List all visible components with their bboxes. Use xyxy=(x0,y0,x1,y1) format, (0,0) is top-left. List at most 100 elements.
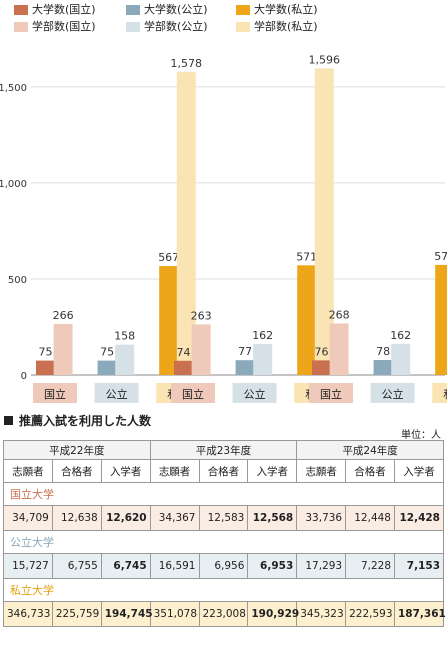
legend-label: 大学数(公立) xyxy=(144,3,208,16)
value-label: 266 xyxy=(53,309,74,322)
bar xyxy=(36,360,55,375)
legend-label: 学部数(公立) xyxy=(144,20,208,33)
value-label: 77 xyxy=(238,345,252,358)
table-cell: 16,591 xyxy=(149,553,200,579)
group-label: 国立 xyxy=(182,387,204,401)
column-header: 入学者 xyxy=(100,459,151,483)
table-cell: 7,228 xyxy=(345,553,395,579)
value-label: 573 xyxy=(434,250,447,263)
legend-item: 大学数(国立) xyxy=(14,3,96,17)
table-cell: 190,929 xyxy=(247,601,299,627)
section-label: 公立大学 xyxy=(3,530,444,554)
section-row: 公立大学 xyxy=(3,530,444,554)
legend-swatch xyxy=(236,5,250,15)
column-header: 合格者 xyxy=(198,459,249,483)
x-category-label: 平成24年度 xyxy=(352,409,410,410)
table-cell: 351,078 xyxy=(149,601,200,627)
legend-swatch xyxy=(14,22,28,32)
table-cell: 12,568 xyxy=(247,505,298,531)
table-cell: 12,638 xyxy=(51,505,102,531)
group-label: 私立 xyxy=(443,387,447,401)
legend-item: 大学数(公立) xyxy=(126,3,208,17)
y-tick-label: 0 xyxy=(21,371,27,382)
unit-label: 単位：人 xyxy=(401,430,441,441)
legend-label: 学部数(私立) xyxy=(254,20,318,33)
column-header: 志願者 xyxy=(296,459,347,483)
table-row: 34,709 12,638 12,620 34,367 12,583 12,568 33,7… xyxy=(3,505,444,531)
table-year-row: 平成22年度 平成23年度 平成24年度 xyxy=(3,440,444,460)
column-header: 合格者 xyxy=(51,459,102,483)
group-label: 公立 xyxy=(382,387,404,401)
year-header: 平成22年度 xyxy=(3,440,151,460)
bar xyxy=(297,265,317,375)
value-label: 75 xyxy=(39,346,53,359)
value-label: 1,578 xyxy=(171,57,203,70)
section-label: 国立大学 xyxy=(3,482,444,506)
y-tick-label: 1,500 xyxy=(0,83,27,94)
value-label: 268 xyxy=(329,309,350,322)
applicants-table: 平成22年度 平成23年度 平成24年度 志願者 合格者 入学者 志願者 合格者 入学者 志願者合… xyxy=(3,440,446,627)
bar xyxy=(176,71,196,375)
bar xyxy=(159,266,179,375)
value-label: 162 xyxy=(252,329,273,342)
bar xyxy=(253,343,273,375)
table-cell: 6,953 xyxy=(247,553,298,579)
group-label-box xyxy=(370,383,415,403)
legend-swatch xyxy=(14,5,28,15)
bar xyxy=(53,323,73,375)
group-label-box xyxy=(432,383,447,403)
table-cell: 187,361 xyxy=(394,601,446,627)
value-label: 74 xyxy=(177,346,191,359)
legend-item: 学部数(私立) xyxy=(236,20,318,34)
column-header: 入学者 xyxy=(247,459,298,483)
value-label: 567 xyxy=(158,251,179,264)
table-cell: 346,733 xyxy=(3,601,53,627)
table-cell: 12,583 xyxy=(198,505,249,531)
value-label: 1,596 xyxy=(309,53,341,66)
table-cell: 194,745 xyxy=(100,601,153,627)
value-label: 158 xyxy=(114,330,135,343)
section-label: 私立大学 xyxy=(3,578,444,602)
legend-item: 学部数(国立) xyxy=(14,20,96,34)
group-label: 国立 xyxy=(320,387,342,401)
table-cell: 6,956 xyxy=(198,553,249,579)
table-cell: 17,293 xyxy=(296,553,347,579)
value-label: 78 xyxy=(376,345,390,358)
table-cell: 12,620 xyxy=(100,505,151,531)
table-title-text: 推薦入試を利用した人数 xyxy=(19,414,152,428)
group-label-box xyxy=(171,383,215,403)
group-label-box xyxy=(94,383,139,403)
bar xyxy=(115,344,135,375)
group-label-box xyxy=(232,383,277,403)
column-header: 志願者 xyxy=(149,459,200,483)
table-header-row: 志願者 合格者 入学者 志願者 合格者 入学者 志願者 合格者 入学者 xyxy=(3,459,444,483)
section-row: 私立大学 xyxy=(3,578,444,602)
bar xyxy=(235,360,255,375)
value-label: 263 xyxy=(191,309,212,322)
section-row: 国立大学 xyxy=(3,482,444,506)
table-row: 346,733 225,759 194,745 351,078 223,008 190,9… xyxy=(3,601,446,627)
legend-label: 大学数(私立) xyxy=(254,3,318,16)
value-label: 571 xyxy=(296,250,317,263)
legend-swatch xyxy=(126,5,140,15)
table-cell: 223,008 xyxy=(198,601,249,627)
table-cell: 33,736 xyxy=(296,505,347,531)
table-cell: 345,323 xyxy=(296,601,347,627)
bar xyxy=(329,323,349,375)
bar xyxy=(373,360,393,375)
legend-swatch xyxy=(236,22,250,32)
value-label: 75 xyxy=(100,346,114,359)
bar xyxy=(435,264,447,375)
legend-label: 大学数(国立) xyxy=(32,3,96,16)
table-row: 15,727 6,755 6,745 16,591 6,956 6,953 17,293 7,… xyxy=(3,553,444,579)
chart-legend: 大学数(国立) 学部数(国立) 大学数(公立) 学部数(公立) 大学数(私立) 学部数(私… xyxy=(0,0,447,40)
table-cell: 7,153 xyxy=(394,553,444,579)
x-category-label: 平成23年度 xyxy=(214,409,272,410)
table-cell: 15,727 xyxy=(3,553,53,579)
y-tick-label: 1,000 xyxy=(0,179,27,190)
column-header: 入学者 xyxy=(394,459,444,483)
group-label: 国立 xyxy=(44,387,66,401)
bar xyxy=(191,324,211,375)
legend-item: 大学数(私立) xyxy=(236,3,318,17)
group-label-box xyxy=(309,383,353,403)
